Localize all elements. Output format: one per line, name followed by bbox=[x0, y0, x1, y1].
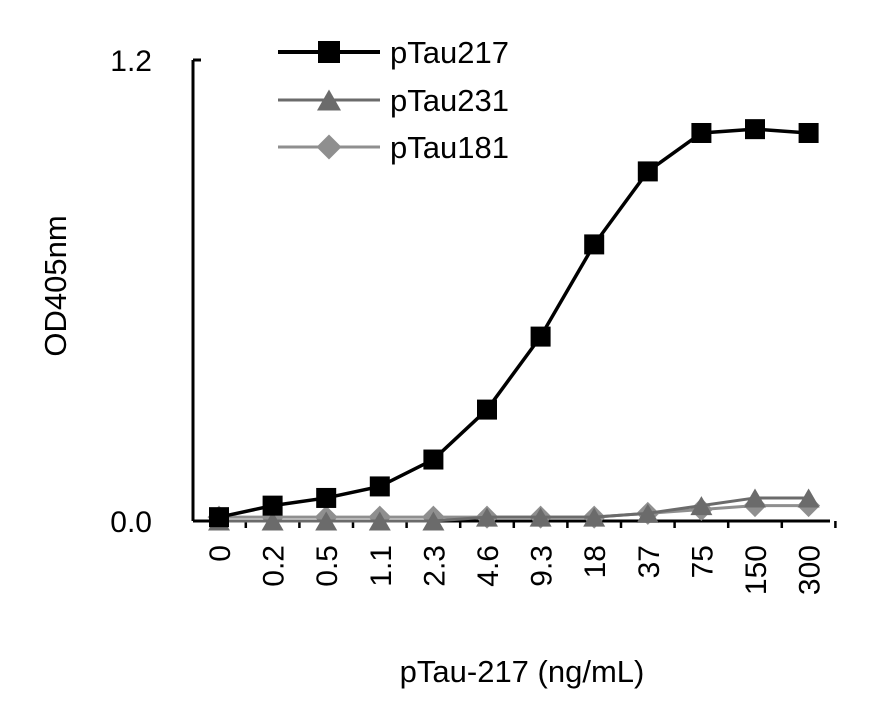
data-point bbox=[368, 511, 391, 531]
x-tick-label: 0.2 bbox=[258, 545, 291, 587]
legend-marker bbox=[318, 41, 340, 63]
x-tick-label: 150 bbox=[740, 545, 773, 595]
data-point bbox=[529, 507, 552, 527]
x-tick-label: 37 bbox=[633, 545, 666, 578]
data-point bbox=[316, 487, 337, 508]
data-point bbox=[690, 496, 713, 516]
data-point bbox=[422, 511, 445, 531]
x-tick-label: 18 bbox=[579, 545, 612, 578]
series-layer bbox=[207, 119, 821, 531]
legend-item: pTau231 bbox=[278, 83, 509, 118]
x-tick-label: 0.5 bbox=[311, 545, 344, 587]
x-tick-label: 300 bbox=[794, 545, 827, 595]
series-pTau217 bbox=[209, 119, 819, 528]
data-point bbox=[262, 495, 283, 516]
x-tick-label: 1.1 bbox=[365, 545, 398, 587]
x-tick-label: 2.3 bbox=[418, 545, 451, 587]
data-point bbox=[744, 488, 766, 508]
axes: 0.0 1.2 0 0.2 0.5 1.1 2.3 4.6 9.3 18 37 75 150 300 bbox=[110, 45, 837, 595]
data-point bbox=[798, 122, 819, 143]
legend-label: pTau217 bbox=[390, 35, 509, 70]
legend-marker bbox=[316, 134, 342, 160]
data-point bbox=[797, 488, 820, 508]
data-point bbox=[315, 511, 338, 531]
legend-label: pTau231 bbox=[390, 83, 509, 118]
data-point bbox=[583, 507, 606, 527]
legend-item: pTau217 bbox=[278, 35, 509, 70]
x-tick-label: 75 bbox=[686, 545, 719, 578]
legend-marker bbox=[317, 89, 341, 111]
data-point bbox=[261, 511, 284, 531]
data-point bbox=[477, 399, 497, 420]
legend: pTau217 pTau231 pTau181 bbox=[278, 35, 509, 165]
data-point bbox=[423, 449, 444, 470]
x-axis-title: pTau-217 (ng/mL) bbox=[400, 654, 645, 689]
data-point bbox=[476, 507, 498, 527]
x-tick-label: 0 bbox=[204, 545, 237, 562]
legend-item: pTau181 bbox=[278, 130, 509, 165]
y-tick-label: 1.2 bbox=[110, 45, 152, 78]
y-axis-title: OD405nm bbox=[38, 215, 73, 356]
data-point bbox=[691, 122, 712, 143]
data-point bbox=[636, 503, 659, 523]
data-point bbox=[637, 161, 658, 182]
series-line bbox=[219, 496, 809, 523]
x-tick-label: 9.3 bbox=[526, 545, 559, 587]
series-pTau231 bbox=[208, 488, 820, 531]
data-point bbox=[584, 234, 605, 255]
legend-label: pTau181 bbox=[390, 130, 509, 165]
y-tick-label: 0.0 bbox=[110, 506, 152, 539]
series-line bbox=[219, 504, 809, 519]
data-point bbox=[369, 476, 390, 497]
data-point bbox=[745, 119, 765, 140]
data-point bbox=[530, 326, 551, 347]
x-tick-label: 4.6 bbox=[472, 545, 505, 587]
data-point bbox=[209, 507, 229, 528]
series-line bbox=[218, 127, 809, 519]
